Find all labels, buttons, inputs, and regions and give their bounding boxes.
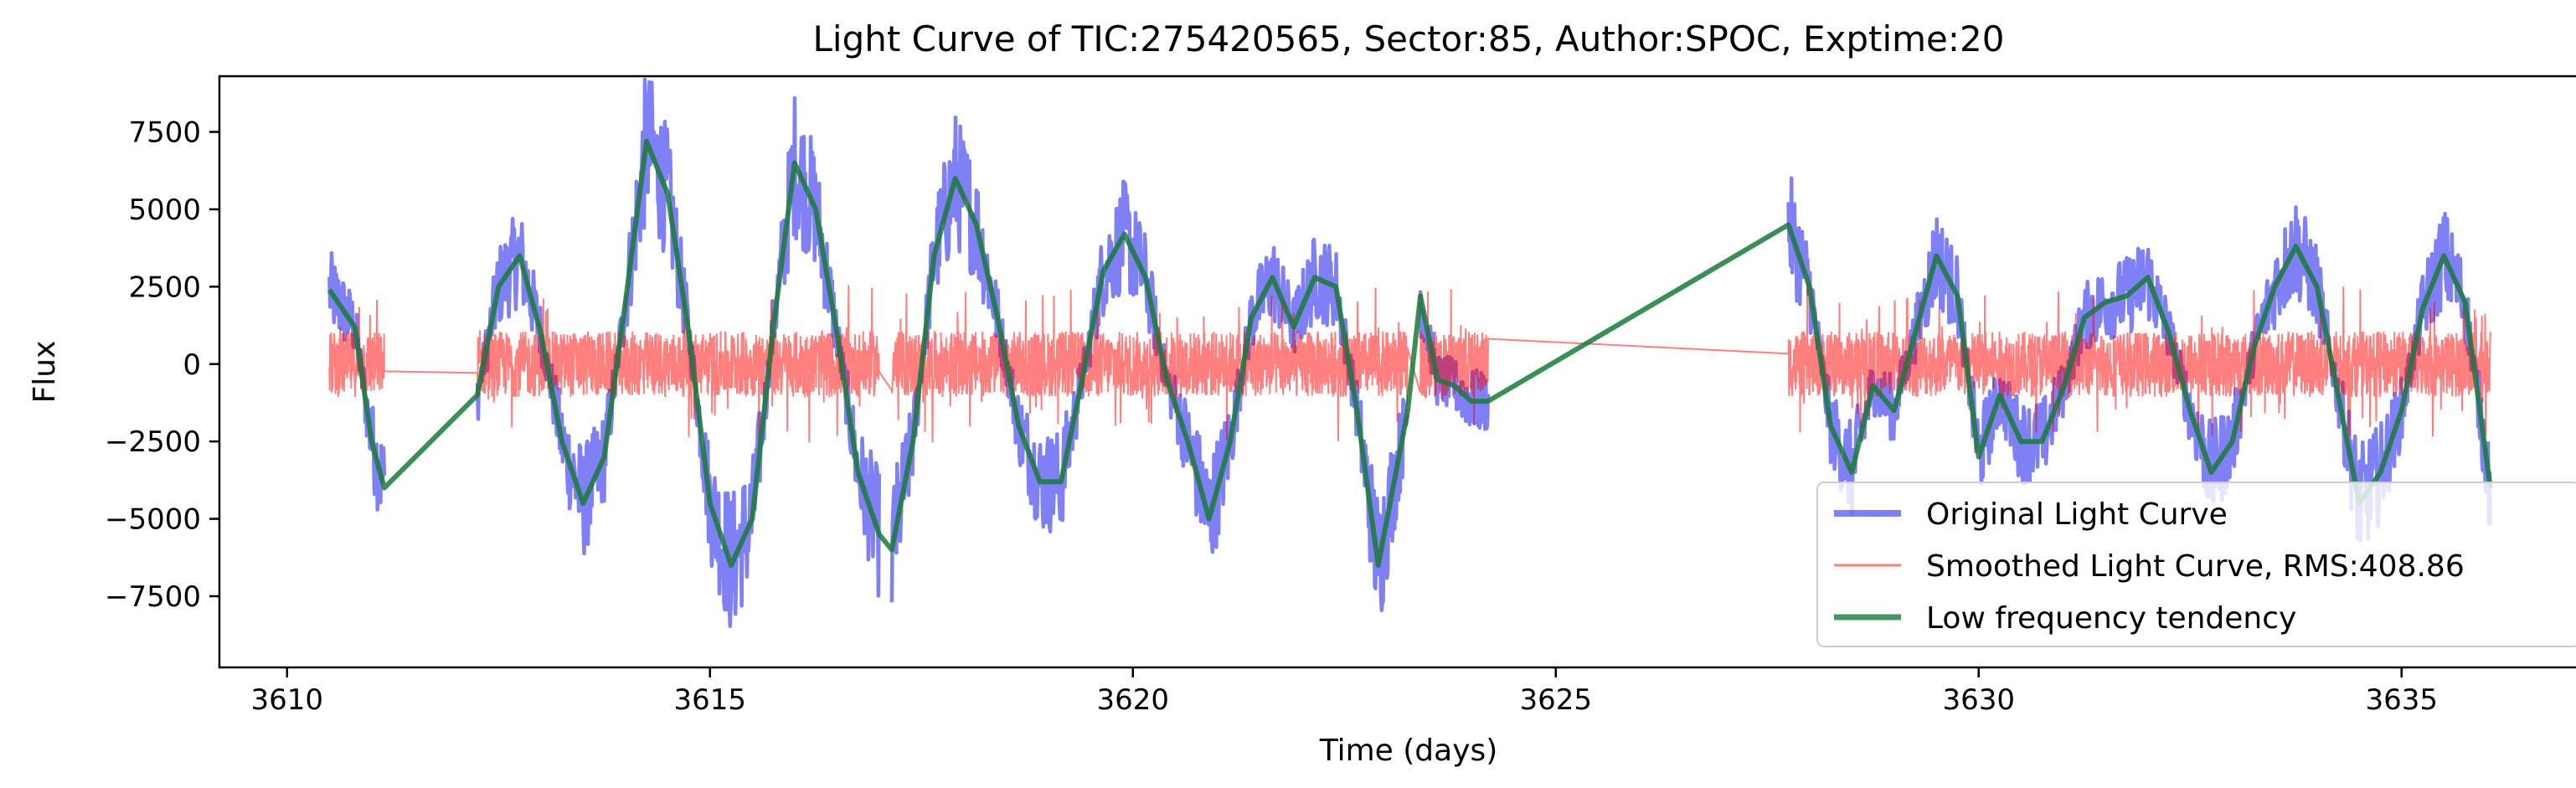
x-tick-label: 3630 (1942, 683, 2015, 717)
y-tick-label: 0 (183, 348, 201, 382)
original-light-curve-segment (327, 250, 387, 512)
legend-label-tendency: Low frequency tendency (1926, 601, 2296, 636)
y-tick-label: −2500 (105, 425, 201, 459)
y-axis-ticks: −7500 −5000 −2500 0 2500 5000 7500 (105, 116, 219, 614)
y-tick-label: 7500 (128, 116, 201, 150)
plot-frame (218, 75, 2576, 669)
legend-label-smoothed: Smoothed Light Curve, RMS:408.86 (1926, 549, 2465, 584)
y-tick-label: 2500 (128, 270, 201, 304)
smoothed-light-curve (328, 285, 2491, 443)
y-tick-label: 5000 (128, 193, 201, 227)
y-tick-label: −5000 (105, 503, 201, 537)
x-tick-label: 3625 (1519, 683, 1592, 717)
x-axis-label: Time (days) (1319, 734, 1498, 768)
chart-legend: Original Light Curve Smoothed Light Curv… (1816, 482, 2576, 647)
data-layer (327, 77, 2493, 628)
chart-title: Light Curve of TIC:275420565, Sector:85,… (813, 18, 2005, 59)
legend-label-original: Original Light Curve (1926, 497, 2228, 532)
x-tick-label: 3635 (2365, 683, 2438, 717)
y-axis-label: Flux (28, 341, 62, 404)
x-axis-ticks: 3610 3615 3620 3625 3630 3635 (251, 667, 2438, 717)
x-tick-label: 3620 (1096, 683, 1169, 717)
x-tick-label: 3615 (674, 683, 747, 717)
x-tick-label: 3610 (251, 683, 324, 717)
legend-box (1816, 482, 2576, 647)
low-frequency-tendency-line (327, 138, 2493, 568)
y-tick-label: −7500 (105, 580, 201, 614)
